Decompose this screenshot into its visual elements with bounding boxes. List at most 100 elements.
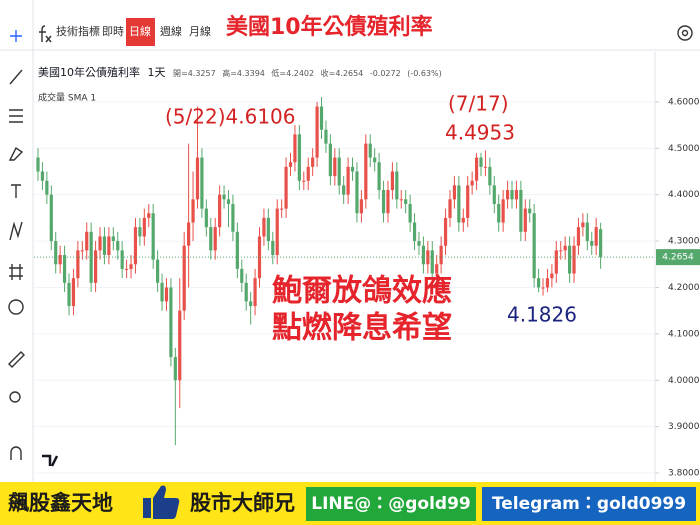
interval-button[interactable]: 週線: [160, 24, 182, 38]
candle-body: [302, 180, 306, 182]
legend-change-pct: (-0.63%): [407, 69, 442, 78]
candle-body: [147, 213, 151, 218]
candle-body: [138, 227, 142, 237]
candle-body: [262, 217, 266, 237]
magnet-tool[interactable]: [10, 446, 22, 460]
candle-body: [102, 236, 107, 255]
candle-body: [421, 245, 426, 265]
candle-body: [492, 185, 496, 204]
candle-body: [470, 180, 474, 186]
pattern-tool[interactable]: [9, 221, 23, 241]
candle-body: [36, 157, 40, 172]
fib-tool[interactable]: [9, 109, 23, 123]
telegram-contact: Telegram：gold0999: [492, 494, 686, 514]
candle-body: [585, 222, 589, 242]
crosshair-tool[interactable]: [10, 30, 22, 42]
legend-value: 4.2654: [335, 69, 363, 78]
indicator-icon[interactable]: [39, 25, 52, 43]
candle-body: [536, 278, 541, 288]
legend-label: 開=: [173, 69, 188, 78]
brush-tool[interactable]: [8, 146, 24, 161]
interval-button[interactable]: 日線: [129, 24, 151, 38]
candle-body: [404, 199, 408, 204]
candle-body: [599, 229, 603, 258]
interval-button[interactable]: 即時: [102, 25, 124, 38]
candle-body: [107, 236, 111, 255]
candle-body: [466, 185, 470, 218]
candle-body: [297, 134, 301, 181]
emoji-tool[interactable]: [8, 299, 24, 315]
candle-body: [133, 227, 138, 265]
annotation: 4.1826: [507, 303, 577, 327]
candle-body: [576, 227, 581, 246]
candle-body: [164, 287, 169, 302]
candle-body: [430, 250, 434, 274]
candle-body: [505, 190, 510, 200]
y-tick-label: 4.3000: [668, 237, 700, 247]
zoom-tool[interactable]: [9, 391, 21, 403]
candle-body: [368, 143, 372, 158]
candle-body: [49, 194, 53, 242]
candle-body: [559, 250, 563, 252]
y-tick-label: 4.0000: [668, 376, 700, 386]
candle-body: [364, 143, 368, 200]
candle-body: [497, 203, 501, 223]
candle-body: [306, 166, 310, 181]
candle-body: [187, 222, 191, 246]
legend-value: 4.3257: [188, 69, 216, 78]
annotation: (5/22)4.6106: [165, 105, 296, 129]
candle-body: [359, 199, 363, 214]
annotation: (7/17): [448, 92, 509, 116]
candle-body: [448, 199, 452, 218]
candle-body: [244, 282, 248, 302]
volume-legend: 成交量 SMA 1: [38, 92, 96, 104]
line-tool[interactable]: [9, 69, 23, 85]
candle-body: [568, 245, 572, 274]
candle-body: [142, 217, 146, 237]
y-tick-label: 3.9000: [668, 422, 700, 432]
candle-body: [271, 241, 275, 255]
candle-body: [514, 190, 519, 200]
chart-title: 美國10年公債殖利率: [226, 14, 433, 40]
indicators-button[interactable]: 技術指標: [56, 24, 100, 38]
candle-body: [284, 166, 288, 209]
prediction-tool[interactable]: [9, 264, 23, 280]
candle-body: [288, 162, 293, 167]
candle-body: [160, 282, 164, 302]
legend-label: 收=: [321, 68, 336, 78]
candle-body: [80, 250, 84, 252]
legend-value: 4.2402: [286, 69, 314, 78]
top-toolbar: [0, 0, 700, 50]
candle-body: [266, 217, 270, 242]
candle-body: [390, 171, 394, 191]
candle-body: [311, 157, 315, 167]
candle-body: [572, 245, 576, 274]
candle-body: [129, 264, 133, 269]
candle-body: [111, 236, 115, 242]
candle-body: [40, 171, 45, 181]
candle-body: [439, 245, 443, 265]
candle-body: [125, 268, 129, 270]
candle-body: [377, 162, 381, 191]
banner-brand: 飆股鑫天地: [8, 491, 113, 515]
candle-body: [204, 208, 208, 228]
y-tick-label: 4.4000: [668, 190, 700, 200]
candle-body: [381, 190, 386, 214]
interval-button[interactable]: 月線: [189, 24, 211, 38]
candle-body: [479, 157, 483, 167]
text-tool[interactable]: [11, 184, 21, 198]
candle-body: [173, 357, 177, 381]
candle-body: [435, 264, 439, 274]
ruler-tool[interactable]: [8, 351, 25, 368]
candle-body: [169, 287, 173, 358]
candle-body: [231, 203, 235, 232]
candle-body: [523, 208, 527, 232]
candle-body: [76, 250, 80, 279]
candle-body: [222, 194, 226, 200]
candle-body: [452, 185, 457, 200]
candle-body: [550, 273, 554, 279]
candle-body: [501, 199, 505, 223]
line-box: [306, 487, 476, 521]
candle-body: [324, 129, 328, 144]
settings-icon[interactable]: [677, 25, 693, 41]
